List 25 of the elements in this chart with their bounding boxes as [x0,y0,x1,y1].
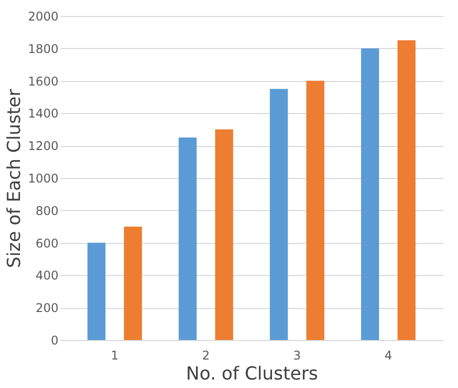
y-tick-label: 2000 [28,10,58,24]
bar [124,226,142,340]
y-tick-label: 1000 [28,172,58,186]
y-tick-label: 600 [36,236,58,250]
y-axis-title: Size of Each Cluster [4,88,25,268]
x-axis-title: No. of Clusters [186,364,318,384]
y-tick-label: 0 [50,334,58,348]
y-tick-label: 800 [36,204,58,218]
x-tick-label: 2 [202,348,210,362]
y-tick-label: 200 [36,301,58,316]
y-tick-label: 1600 [28,74,58,88]
y-tick-label: 1800 [28,42,58,56]
x-tick-label: 4 [384,348,392,362]
y-tick-label: 1200 [28,139,58,154]
bar [87,242,106,340]
bar [306,80,324,340]
bar [270,88,288,340]
bar [215,129,234,340]
y-tick-label: 400 [36,268,58,283]
bar [361,48,380,340]
bar [178,138,197,340]
y-tick-label: 1400 [28,106,58,121]
x-tick-label: 3 [293,348,301,362]
x-tick-label: 1 [110,348,119,362]
bar [398,40,416,340]
